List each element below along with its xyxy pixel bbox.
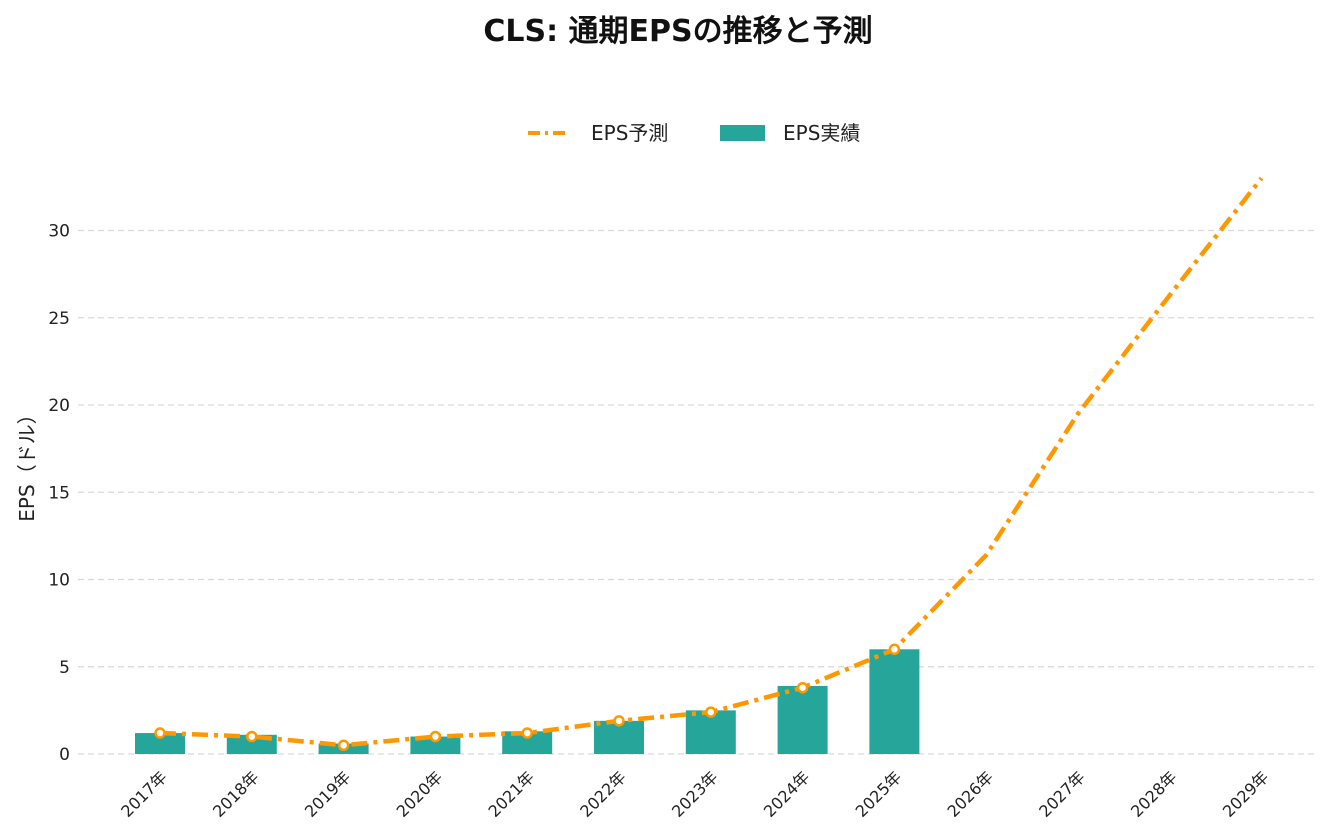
forecast-point-2025年: [888, 643, 901, 656]
y-tick-label-5: 5: [59, 658, 70, 678]
y-tick-label-25: 25: [48, 309, 70, 329]
y-tick-label-30: 30: [48, 222, 70, 242]
forecast-line: [154, 176, 1264, 752]
x-tick-label-2021年: 2021年: [484, 767, 538, 821]
legend-label-actual: EPS実績: [783, 121, 860, 145]
y-tick-label-10: 10: [48, 571, 70, 591]
forecast-point-2023年: [705, 706, 717, 718]
bar-2021年: [502, 731, 553, 754]
forecast-point-2021年: [521, 727, 533, 739]
forecast-point-2017年: [154, 727, 166, 739]
x-tick-label-2020年: 2020年: [393, 767, 447, 821]
y-axis-ticks: 0 5 10 15 20 25 30: [48, 222, 70, 766]
y-tick-label-0: 0: [59, 745, 70, 765]
x-tick-label-2019年: 2019年: [301, 767, 355, 821]
forecast-point-2019年: [337, 739, 350, 752]
legend-bar-marker: [720, 125, 765, 141]
x-tick-label-2027年: 2027年: [1035, 767, 1089, 821]
forecast-line-path: [159, 176, 1264, 748]
x-tick-label-2024年: 2024年: [760, 767, 814, 821]
gridlines: [78, 229, 1318, 755]
x-tick-label-2029年: 2029年: [1219, 767, 1273, 821]
bar-2017年: [135, 733, 185, 754]
x-tick-label-2025年: 2025年: [852, 767, 906, 821]
bar-2024年: [777, 685, 828, 754]
x-tick-label-2017年: 2017年: [117, 767, 171, 821]
x-axis-ticks: 2017年 2018年 2019年 2020年 2021年 2022年 2023年 2024年…: [117, 767, 1272, 821]
y-tick-label-15: 15: [48, 483, 70, 503]
y-axis-label: EPS（ドル）: [15, 404, 39, 521]
x-tick-label-2026年: 2026年: [943, 767, 997, 821]
forecast-point-2024年: [796, 681, 809, 694]
legend: EPS予測 EPS実績: [528, 121, 860, 145]
y-tick-label-20: 20: [48, 396, 70, 416]
forecast-point-2018年: [246, 730, 258, 743]
chart-title: CLS: 通期EPSの推移と予測: [483, 14, 872, 49]
forecast-point-2022年: [613, 715, 625, 727]
legend-label-forecast: EPS予測: [591, 121, 668, 145]
x-tick-label-2022年: 2022年: [576, 767, 630, 821]
x-tick-label-2023年: 2023年: [668, 767, 722, 821]
x-tick-label-2018年: 2018年: [209, 767, 263, 821]
forecast-point-2020年: [429, 730, 442, 743]
bar-2020年: [410, 736, 461, 754]
x-tick-label-2028年: 2028年: [1127, 767, 1181, 821]
bar-2025年: [869, 649, 920, 754]
